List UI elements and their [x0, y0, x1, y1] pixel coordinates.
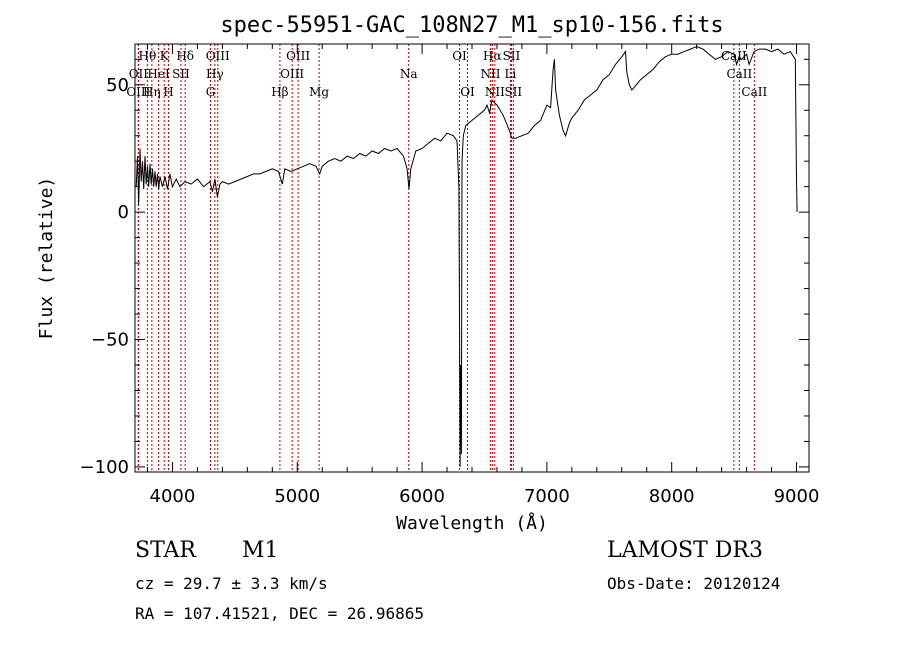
line-marker-label-23: Li [505, 67, 517, 81]
line-marker-label-14: OIII [286, 49, 310, 63]
line-marker-label-15: Mg [309, 85, 329, 99]
line-marker-label-16: Na [400, 67, 418, 81]
line-marker-label-1: OII [129, 67, 149, 81]
survey-release: LAMOST DR3 [607, 538, 763, 563]
line-marker-label-7: SII [172, 67, 190, 81]
x-tick-label-3: 7000 [524, 486, 570, 507]
x-tick-label-0: 4000 [150, 486, 196, 507]
y-tick-label-3: 50 [106, 75, 129, 96]
line-marker-label-3: Hη [143, 85, 161, 99]
line-marker-label-18: OI [460, 85, 475, 99]
line-marker-label-0: Hθ [139, 49, 157, 63]
x-axis-label: Wavelength (Å) [396, 512, 548, 534]
sky-coordinates: RA = 107.41521, DEC = 26.96865 [135, 604, 424, 623]
flux-series-line [135, 45, 798, 467]
line-marker-label-19: Hα [483, 49, 502, 63]
redshift-velocity: cz = 29.7 ± 3.3 km/s [135, 574, 328, 593]
x-tick-label-1: 5000 [274, 486, 320, 507]
line-marker-label-22: SII [503, 49, 521, 63]
object-subclass: M1 [242, 538, 279, 563]
y-axis-label: Flux (relative) [36, 177, 57, 340]
chart-title: spec-55951-GAC_108N27_M1_sp10-156.fits [220, 13, 723, 38]
line-marker-label-21: NII [485, 85, 505, 99]
line-marker-label-17: OI [452, 49, 467, 63]
line-marker-label-8: Hδ [176, 49, 194, 63]
line-marker-label-2: OIII [126, 85, 150, 99]
line-marker-label-20: NII [480, 67, 500, 81]
line-marker-label-25: CaII [721, 49, 747, 63]
object-type: STAR [135, 538, 196, 563]
line-marker-label-4: HeI [147, 67, 170, 81]
y-tick-label-0: −100 [80, 457, 129, 478]
plot-frame [134, 43, 810, 473]
y-tick-label-2: 0 [118, 202, 129, 223]
line-marker-label-13: OIII [280, 67, 304, 81]
y-tick-label-1: −50 [91, 330, 129, 351]
x-tick-label-2: 6000 [399, 486, 445, 507]
x-tick-label-5: 9000 [774, 486, 820, 507]
line-marker-label-11: G [206, 85, 216, 99]
line-marker-label-9: Hγ [206, 67, 224, 81]
x-tick-label-4: 8000 [649, 486, 695, 507]
line-marker-label-27: CaII [741, 85, 767, 99]
line-marker-label-26: CaII [726, 67, 752, 81]
line-marker-label-10: OIII [206, 49, 230, 63]
axis-ticks: 4000 5000 6000 7000 8000 9000 −100 −50 0 50 [80, 44, 820, 507]
line-marker-label-24: SII [504, 85, 522, 99]
line-marker-label-12: Hβ [271, 85, 288, 99]
line-markers [137, 44, 755, 472]
line-marker-label-6: H [163, 85, 173, 99]
line-marker-label-5: K [160, 49, 170, 63]
observation-date: Obs-Date: 20120124 [607, 574, 781, 593]
